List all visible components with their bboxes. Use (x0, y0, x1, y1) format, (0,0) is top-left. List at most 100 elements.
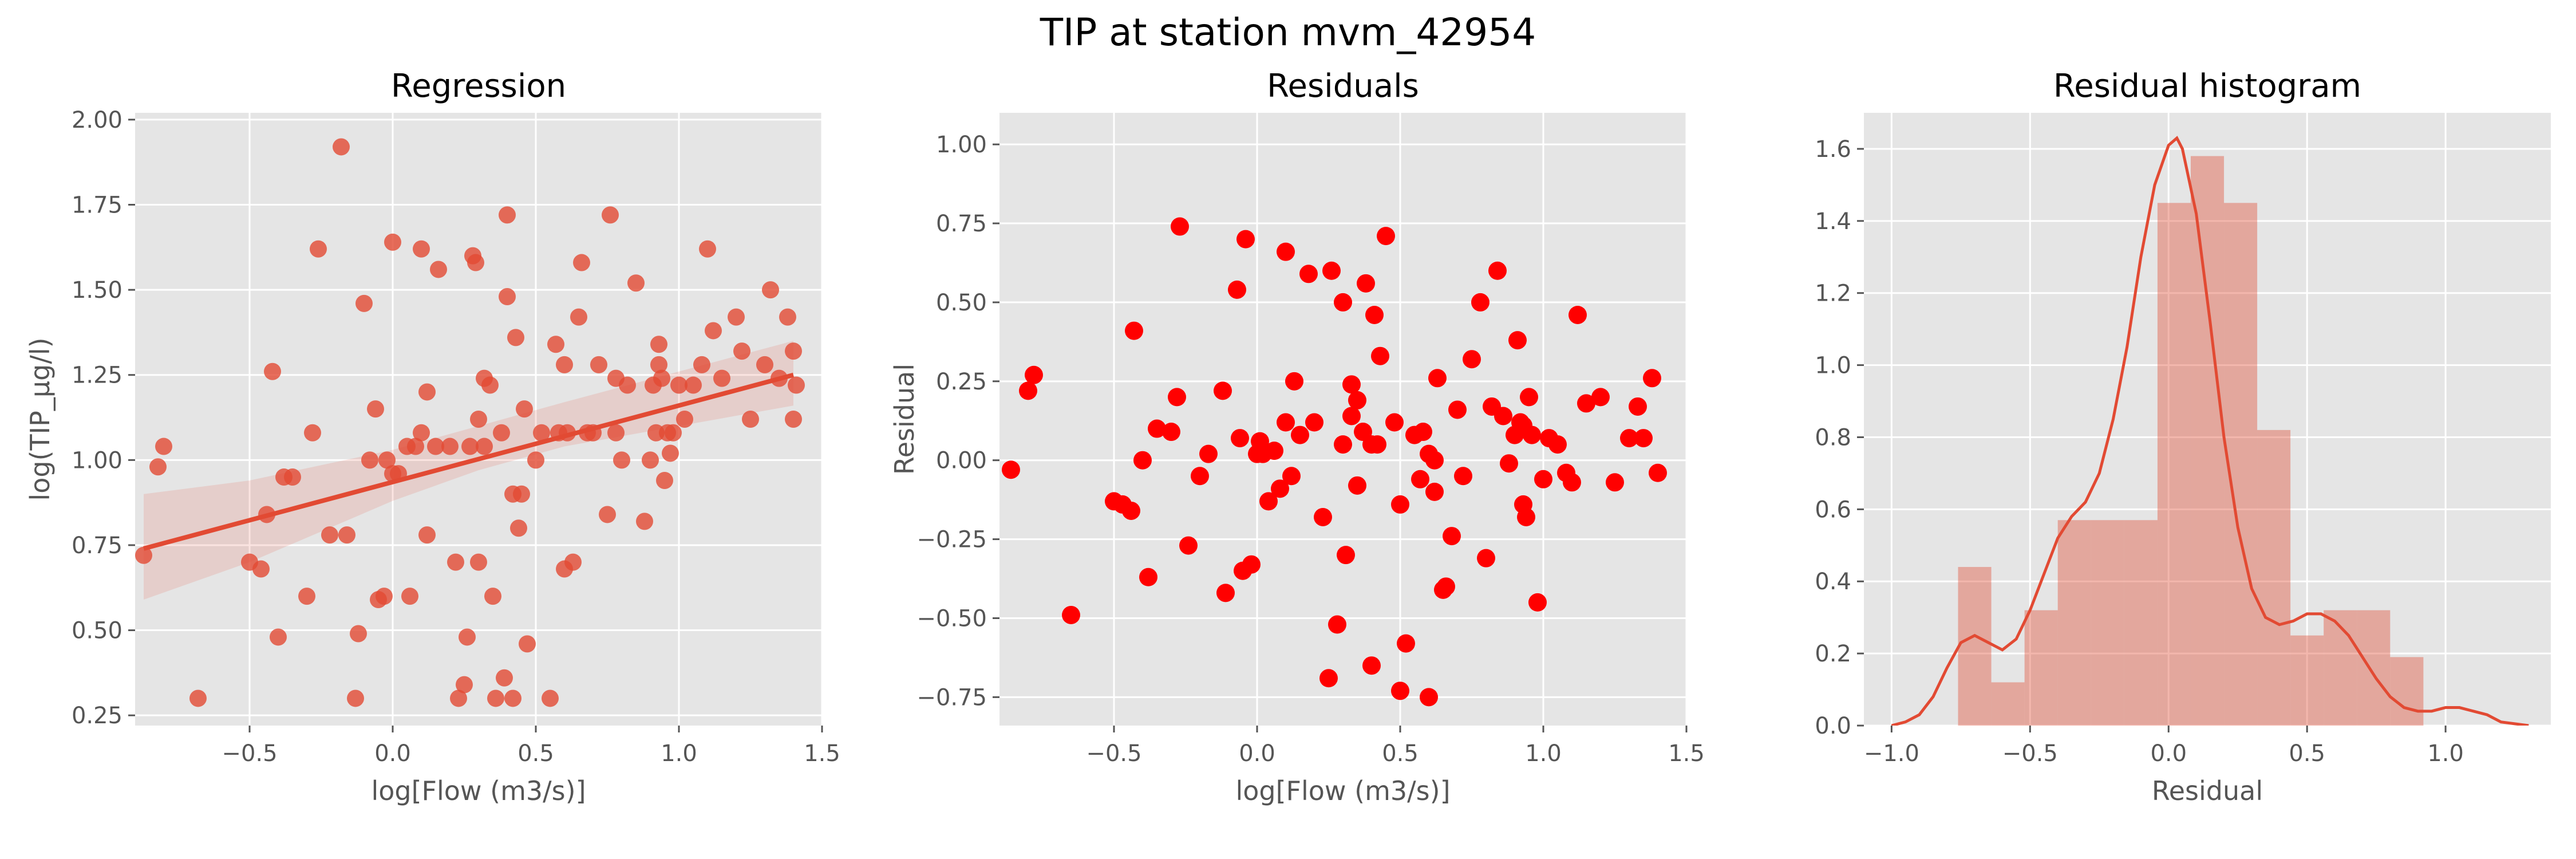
data-point (484, 588, 501, 605)
y-tick-label: 0.75 (72, 533, 123, 559)
data-point (461, 438, 479, 455)
data-point (496, 669, 513, 687)
x-tick-label: 0.0 (1239, 740, 1275, 767)
residual-point (1420, 688, 1438, 707)
data-point (607, 424, 625, 442)
residual-point (1319, 669, 1338, 688)
residual-point (1231, 429, 1249, 448)
histogram-bar (2024, 610, 2058, 726)
data-point (418, 383, 436, 401)
x-tick-label: 0.0 (2150, 740, 2187, 767)
residual-point (1568, 305, 1587, 324)
residual-point (1122, 501, 1140, 520)
residual-point (1649, 463, 1667, 482)
data-point (788, 376, 805, 394)
chart-panel-3: −1.0 −0.5 0.0 0.5 1.0 0.0 0.2 0.4 0.6 0.8 1.0 1.2 1.… (1815, 68, 2551, 806)
x-axis-label: log[Flow (m3/s)] (371, 775, 586, 806)
y-tick-label: 0.25 (936, 369, 987, 395)
residual-point (1271, 479, 1289, 498)
residual-point (1191, 467, 1209, 486)
data-point (298, 588, 315, 605)
data-point (527, 451, 544, 469)
residual-point (1282, 467, 1301, 486)
data-point (516, 400, 533, 418)
y-tick-label: 0.8 (1815, 424, 1851, 451)
residual-point (1591, 388, 1610, 407)
y-tick-label: 0.50 (72, 618, 123, 644)
residual-point (1328, 615, 1346, 634)
data-point (413, 424, 430, 442)
y-tick-label: 1.00 (936, 132, 987, 158)
y-tick-label: 1.2 (1815, 281, 1851, 307)
residual-point (1214, 381, 1232, 400)
data-point (650, 336, 667, 353)
chart-title: Residuals (1267, 68, 1419, 105)
chart-title: Residual histogram (2053, 68, 2361, 105)
data-point (662, 444, 679, 462)
y-tick-label: 1.6 (1815, 136, 1851, 163)
data-point (427, 438, 444, 455)
y-tick-label: −0.50 (916, 605, 987, 632)
residual-point (1548, 435, 1567, 454)
x-tick-label: −0.5 (2002, 740, 2058, 767)
residual-point (1577, 394, 1595, 413)
data-point (636, 513, 653, 530)
residual-point (1342, 375, 1361, 394)
residual-point (1199, 444, 1218, 463)
histogram-bar (2324, 610, 2357, 726)
y-axis-label: log(TIP_µg/l) (25, 337, 56, 501)
data-point (361, 451, 378, 469)
residual-point (1500, 454, 1518, 473)
data-point (670, 376, 688, 394)
data-point (510, 519, 527, 537)
data-point (499, 206, 516, 224)
residual-point (1385, 413, 1404, 432)
data-point (155, 438, 172, 455)
residual-point (1362, 656, 1381, 675)
histogram-bar (2157, 203, 2191, 726)
residual-point (1463, 350, 1481, 369)
data-point (547, 336, 564, 353)
y-tick-label: 1.75 (72, 192, 123, 219)
figure-title: TIP at station mvm_42954 (1040, 10, 1536, 54)
residual-point (1305, 413, 1323, 432)
residual-point (1139, 568, 1157, 586)
data-point (685, 376, 702, 394)
residual-point (1437, 577, 1455, 596)
residual-point (1236, 230, 1255, 249)
residual-point (1488, 261, 1507, 280)
histogram-bar (2257, 430, 2291, 726)
regression-line (143, 372, 795, 551)
residual-point (1322, 261, 1341, 280)
y-tick-label: 0.0 (1815, 713, 1851, 739)
data-point (504, 689, 521, 707)
plot-marks (1891, 136, 2529, 726)
residual-point (1125, 321, 1143, 340)
x-tick-label: 0.5 (517, 740, 554, 767)
data-point (338, 526, 355, 544)
residual-point (1348, 391, 1366, 409)
data-point (367, 400, 384, 418)
plot-marks (135, 138, 805, 707)
data-point (450, 689, 467, 707)
y-tick-label: 0.75 (936, 211, 987, 237)
data-point (264, 362, 281, 380)
plot-marks (1002, 217, 1667, 707)
data-point (728, 308, 745, 326)
residual-point (1634, 429, 1653, 448)
residual-point (1471, 293, 1490, 312)
residual-point (1148, 419, 1166, 438)
data-point (665, 424, 682, 442)
y-tick-label: 1.00 (72, 447, 123, 474)
residual-point (1563, 473, 1581, 492)
data-point (519, 635, 536, 653)
data-point (347, 689, 364, 707)
y-tick-label: 1.25 (72, 362, 123, 389)
x-tick-label: 1.5 (804, 740, 840, 767)
residual-point (1629, 397, 1647, 416)
kde-curve (1891, 136, 2529, 726)
residual-point (1643, 369, 1661, 388)
residual-point (1425, 451, 1444, 470)
data-point (542, 689, 559, 707)
